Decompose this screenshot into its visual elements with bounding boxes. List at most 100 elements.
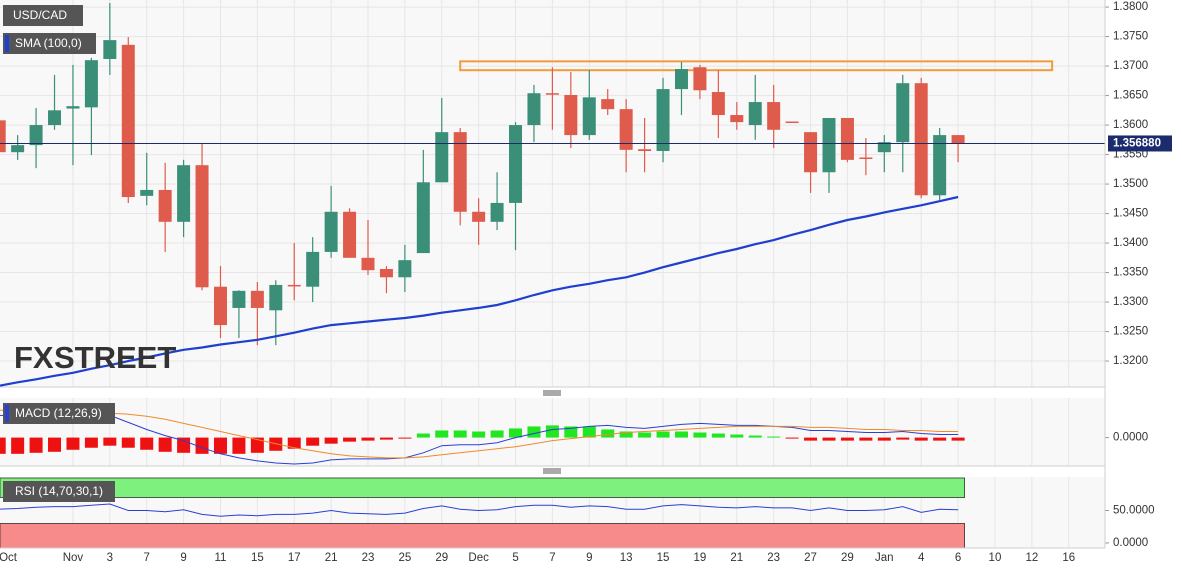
histogram-bar: [767, 436, 781, 438]
x-tick-label: 25: [398, 552, 411, 564]
candle-body: [951, 135, 965, 144]
candle-body: [601, 99, 615, 110]
histogram-bar: [674, 431, 688, 438]
candle-body: [140, 189, 154, 196]
histogram-bar: [711, 433, 725, 438]
histogram-bar: [287, 437, 301, 449]
candle-body: [213, 286, 227, 326]
x-tick-label: 29: [841, 552, 854, 564]
candle-body: [84, 60, 98, 108]
histogram-bar: [213, 437, 227, 454]
candle-body: [767, 102, 781, 130]
x-tick-label: 23: [767, 552, 780, 564]
x-tick-label: 7: [144, 552, 150, 564]
x-tick-label: Nov: [63, 552, 84, 564]
x-tick-label: 29: [435, 552, 448, 564]
overbought-band: [0, 477, 965, 498]
histogram-bar: [877, 437, 891, 441]
histogram-bar: [158, 437, 172, 452]
y-tick-label: 50.0000: [1113, 505, 1155, 517]
candle-body: [343, 211, 357, 258]
x-tick-label: 3: [107, 552, 113, 564]
macd-line: [0, 414, 959, 465]
candle-body: [453, 132, 467, 212]
histogram-bar: [896, 437, 910, 440]
y-tick-label: 1.3500: [1113, 178, 1148, 190]
y-tick-label: 1.3300: [1113, 296, 1148, 308]
x-tick-label: 11: [215, 552, 227, 564]
candle-body: [379, 269, 393, 278]
candle-body: [859, 157, 873, 160]
rsi-label: RSI (14,70,30,1): [15, 484, 103, 498]
candle-body: [693, 67, 707, 91]
histogram-bar: [453, 430, 467, 438]
candle-body: [158, 189, 172, 222]
macd-tag: [3, 403, 115, 424]
candle-body: [914, 83, 928, 196]
x-tick-label: 15: [251, 552, 264, 564]
candle-body: [269, 284, 283, 311]
indicator-label: SMA (100,0): [15, 36, 82, 50]
histogram-bar: [48, 437, 62, 452]
candle-body: [11, 145, 25, 153]
candle-body: [103, 40, 117, 59]
histogram-bar: [656, 431, 670, 438]
candle-body: [398, 260, 412, 278]
histogram-bar: [509, 428, 523, 438]
x-tick-label: 21: [325, 552, 338, 564]
x-tick-label: 7: [549, 552, 555, 564]
y-tick-label: 0.0000: [1113, 432, 1148, 444]
histogram-bar: [140, 437, 154, 450]
last-price-tag: [1108, 135, 1172, 152]
histogram-bar: [66, 437, 80, 450]
candle-body: [490, 202, 504, 222]
rsi-tag: [3, 481, 115, 502]
pane-handle[interactable]: [543, 390, 561, 396]
y-tick-label: 1.3250: [1113, 326, 1148, 338]
histogram-bar: [601, 429, 615, 438]
x-tick-label: 23: [362, 552, 375, 564]
oversold-band: [0, 523, 965, 549]
histogram-bar: [490, 430, 504, 438]
histogram-bar: [416, 433, 430, 438]
y-tick-label: 1.3750: [1113, 31, 1148, 43]
y-tick-label: 1.3700: [1113, 60, 1148, 72]
y-tick-label: 1.3600: [1113, 119, 1148, 131]
candle-body: [711, 92, 725, 116]
histogram-bar: [379, 437, 393, 440]
histogram-bar: [545, 425, 559, 438]
candle-body: [527, 93, 541, 126]
x-tick-label: 16: [1062, 552, 1075, 564]
histogram-bar: [84, 437, 98, 448]
candle-body: [619, 109, 633, 150]
candle-body: [804, 132, 818, 173]
histogram-bar: [951, 437, 965, 441]
histogram-bar: [804, 437, 818, 441]
candle-body: [877, 142, 891, 153]
macd-label: MACD (12,26,9): [15, 406, 102, 420]
histogram-bar: [195, 437, 209, 454]
candle-body: [896, 83, 910, 143]
candle-body: [121, 44, 135, 198]
x-tick-label: 17: [288, 552, 301, 564]
candle-body: [472, 211, 486, 222]
histogram-bar: [232, 437, 246, 454]
pane-handle[interactable]: [543, 468, 561, 474]
histogram-bar: [121, 437, 135, 448]
histogram-bar: [343, 437, 357, 442]
x-tick-label: 15: [657, 552, 670, 564]
candle-body: [306, 251, 320, 287]
candle-body: [933, 135, 947, 196]
macd-line: [0, 409, 959, 459]
histogram-bar: [250, 437, 264, 453]
x-tick-label: 21: [730, 552, 743, 564]
candle-body: [195, 165, 209, 288]
candle-body: [785, 121, 799, 124]
histogram-bar: [472, 431, 486, 438]
histogram-bar: [527, 426, 541, 438]
histogram-bar: [748, 435, 762, 438]
histogram-bar: [0, 437, 6, 454]
candle-body: [822, 117, 836, 173]
